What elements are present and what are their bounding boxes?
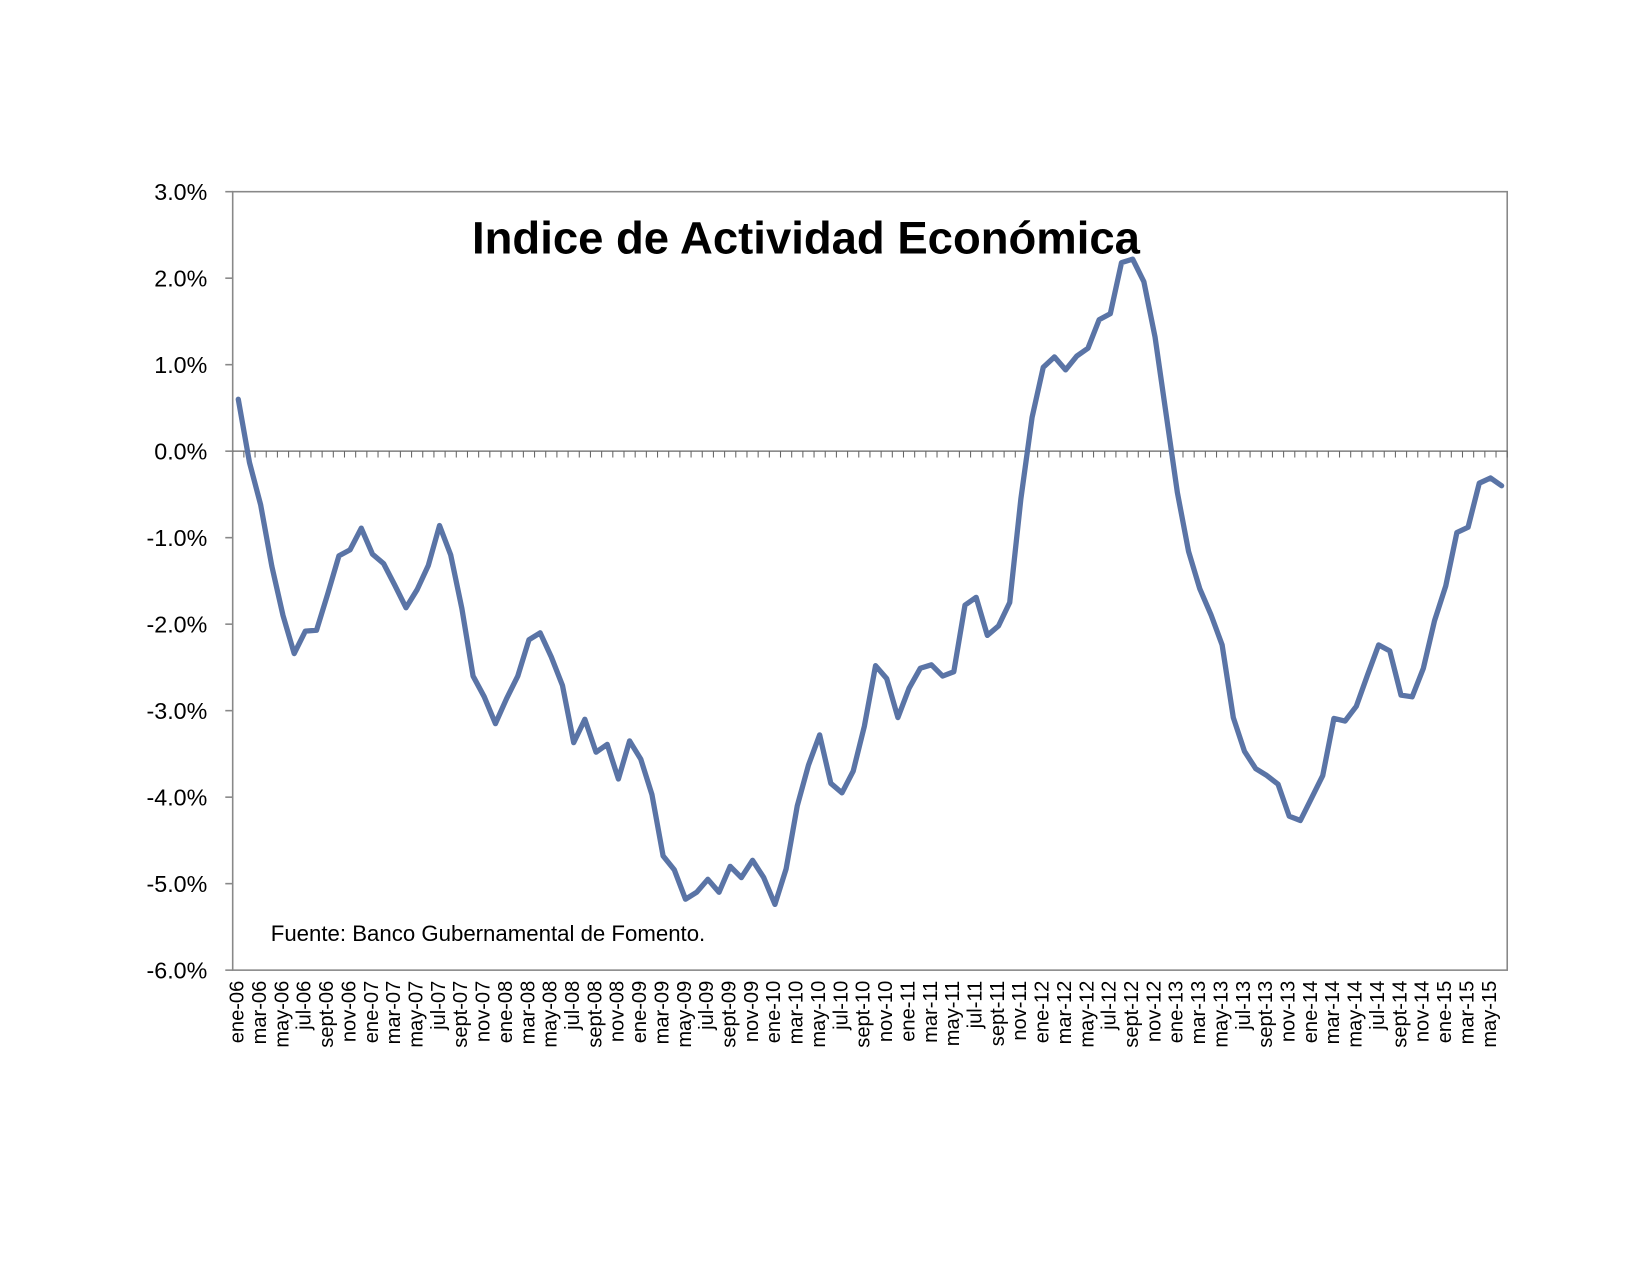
x-tick-label: sept-10: [853, 981, 875, 1048]
x-tick-label: jul-11: [964, 981, 986, 1030]
x-tick-label: nov-07: [473, 981, 495, 1042]
x-tick-label: nov-08: [607, 981, 629, 1042]
x-tick-label: may-10: [808, 981, 830, 1048]
x-tick-label: ene-14: [1300, 981, 1322, 1044]
x-tick-label: mar-06: [249, 981, 271, 1045]
x-tick-label: nov-06: [338, 981, 360, 1042]
plot-frame: [231, 190, 1509, 971]
x-tick-label: nov-14: [1412, 981, 1434, 1042]
y-tick-label: -4.0%: [147, 784, 208, 810]
x-tick-label: jul-07: [428, 981, 450, 1031]
x-tick-label: may-15: [1479, 981, 1501, 1048]
y-tick-label: 2.0%: [154, 265, 207, 291]
y-tick-label: 0.0%: [154, 438, 207, 464]
x-tick-label: nov-09: [741, 981, 763, 1042]
x-tick-label: nov-10: [875, 981, 897, 1042]
x-tick-label: ene-12: [1032, 981, 1054, 1044]
x-tick-label: mar-12: [1054, 981, 1076, 1045]
chart-title: Indice de Actividad Económica: [472, 212, 1141, 263]
x-tick-label: ene-13: [1166, 981, 1188, 1044]
x-tick-label: ene-10: [763, 981, 785, 1044]
x-tick-label: mar-13: [1188, 981, 1210, 1045]
x-tick-label: jul-12: [1099, 981, 1121, 1031]
y-tick-label: -6.0%: [147, 957, 208, 983]
y-tick-label: -1.0%: [147, 525, 208, 551]
x-tick-label: ene-11: [897, 981, 919, 1042]
x-tick-label: nov-13: [1278, 981, 1300, 1042]
x-tick-label: jul-09: [696, 981, 718, 1031]
y-tick-label: 1.0%: [154, 352, 207, 378]
x-tick-label: sept-08: [584, 981, 606, 1048]
x-tick-label: jul-10: [830, 981, 852, 1031]
x-tick-label: jul-06: [294, 981, 316, 1031]
x-tick-label: jul-13: [1233, 981, 1255, 1031]
x-tick-label: jul-08: [562, 981, 584, 1031]
x-tick-label: ene-15: [1434, 981, 1456, 1044]
x-tick-label: sept-09: [719, 981, 741, 1048]
y-tick-label: -2.0%: [147, 611, 208, 637]
x-tick-label: nov-12: [1143, 981, 1165, 1042]
x-tick-label: mar-08: [517, 981, 539, 1045]
x-tick-label: may-06: [271, 981, 293, 1048]
x-tick-label: sept-11: [987, 981, 1009, 1046]
source-note: Fuente: Banco Gubernamental de Fomento.: [271, 921, 705, 946]
x-tick-label: ene-07: [361, 981, 383, 1044]
x-tick-label: may-07: [405, 981, 427, 1048]
x-tick-label: sept-06: [316, 981, 338, 1048]
x-tick-label: mar-11: [920, 981, 942, 1043]
x-tick-label: jul-14: [1367, 981, 1389, 1031]
x-tick-label: ene-08: [495, 981, 517, 1044]
y-tick-label: 3.0%: [154, 179, 207, 205]
x-tick-label: may-12: [1076, 981, 1098, 1048]
x-tick-label: ene-06: [227, 981, 249, 1044]
x-tick-label: mar-14: [1322, 981, 1344, 1045]
x-tick-label: may-13: [1210, 981, 1232, 1048]
x-tick-label: may-08: [540, 981, 562, 1048]
x-tick-label: may-09: [674, 981, 696, 1048]
y-tick-label: -5.0%: [147, 871, 208, 897]
x-tick-label: mar-09: [651, 981, 673, 1045]
x-tick-label: sept-14: [1389, 981, 1411, 1048]
x-tick-label: mar-15: [1456, 981, 1478, 1045]
data-line: [235, 256, 1505, 908]
x-tick-label: may-14: [1345, 981, 1367, 1048]
x-tick-label: mar-07: [383, 981, 405, 1045]
x-tick-label: sept-12: [1121, 981, 1143, 1048]
x-tick-label: sept-13: [1255, 981, 1277, 1048]
x-tick-label: mar-10: [786, 981, 808, 1045]
y-tick-label: -3.0%: [147, 698, 208, 724]
x-tick-label: sept-07: [450, 981, 472, 1048]
x-tick-label: nov-11: [1009, 981, 1031, 1041]
x-tick-label: may-11: [942, 981, 964, 1046]
x-tick-label: ene-09: [629, 981, 651, 1044]
